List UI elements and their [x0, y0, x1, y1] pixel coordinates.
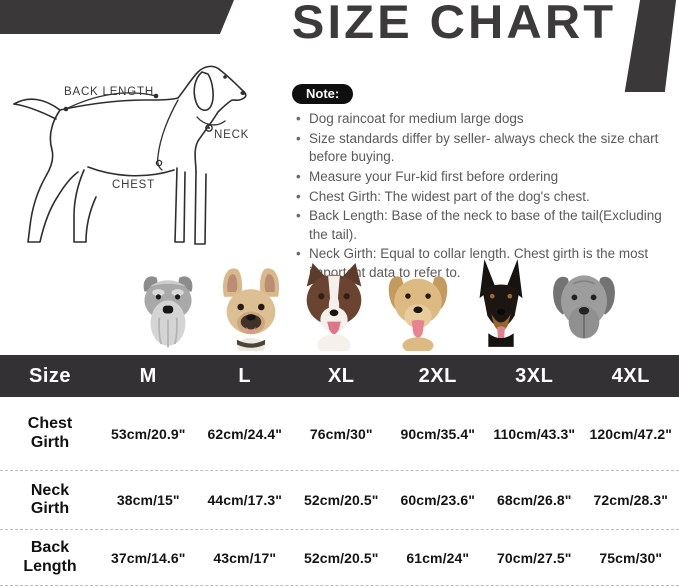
- dog-photo-great-dane: [553, 275, 615, 339]
- row-label: Back Length: [23, 539, 77, 575]
- neck-label: NECK: [214, 129, 249, 141]
- header-ribbon-left: [0, 0, 234, 34]
- note-item: Back Length: Base of the neck to base of…: [294, 207, 678, 244]
- dog-nose: [240, 91, 246, 95]
- dog-ear: [193, 71, 214, 111]
- note-list: Dog raincoat for medium large dogs Size …: [294, 110, 678, 283]
- size-col-4xl: 4XL: [611, 364, 650, 387]
- back-length-xl: 52cm/20.5": [303, 549, 379, 566]
- back-length-4xl: 75cm/30": [599, 549, 663, 566]
- size-col-2xl: 2XL: [418, 364, 457, 387]
- chest-girth-3xl: 110cm/43.3": [493, 425, 576, 442]
- dog-photo-french-bulldog: [223, 268, 280, 351]
- neck-girth-xl: 52cm/20.5": [303, 492, 379, 508]
- neck-girth-4xl: 72cm/28.3": [593, 492, 669, 508]
- size-col-3xl: 3XL: [515, 364, 554, 387]
- row-label: Neck Girth: [30, 481, 70, 517]
- dog-photo-schnauzer: [143, 276, 193, 348]
- neck-girth-m: 38cm/15": [116, 492, 180, 508]
- collar-ring: [205, 124, 213, 132]
- back-length-2xl: 61cm/24": [406, 549, 470, 566]
- table-row-chest-girth: Chest Girth 53cm/20.9" 62cm/24.4" 76cm/3…: [0, 397, 679, 470]
- chest-girth-xl: 76cm/30": [309, 425, 373, 442]
- chest-girth-l: 62cm/24.4": [207, 425, 283, 442]
- dog-outline: [13, 65, 247, 173]
- page-title: SIZE CHART: [291, 0, 617, 48]
- size-header-label: Size: [28, 364, 72, 387]
- neck-girth-2xl: 60cm/23.6": [400, 492, 476, 508]
- dog-photo-border-collie: [307, 263, 362, 351]
- neck-girth-3xl: 68cm/26.8": [496, 492, 572, 508]
- dog-photo-doberman: [479, 259, 523, 347]
- size-table: Size M L XL 2XL 3XL 4XL Chest Girth 53cm…: [0, 355, 679, 586]
- size-col-l: L: [238, 364, 252, 387]
- dog-measurement-diagram: BACK LENGTH NECK CHEST: [13, 65, 249, 245]
- note-item: Chest Girth: The widest part of the dog'…: [294, 188, 678, 207]
- size-table-header: Size M L XL 2XL 3XL 4XL: [0, 355, 679, 397]
- note-item: Size standards differ by seller- always …: [294, 130, 678, 167]
- back-length-3xl: 70cm/27.5": [496, 549, 572, 566]
- dog-photos-row: [128, 254, 624, 351]
- note-badge: Note:: [292, 84, 354, 104]
- chest-strap-line: [156, 99, 179, 171]
- chest-label: CHEST: [112, 179, 155, 191]
- size-col-m: M: [139, 364, 157, 387]
- table-row-neck-girth: Neck Girth 38cm/15" 44cm/17.3" 52cm/20.5…: [0, 470, 679, 529]
- chest-girth-2xl: 90cm/35.4": [400, 425, 476, 442]
- size-col-xl: XL: [327, 364, 355, 387]
- chest-girth-4xl: 120cm/47.2": [589, 425, 672, 442]
- back-length-label: BACK LENGTH: [64, 86, 154, 98]
- table-row-back-length: Back Length 37cm/14.6" 43cm/17" 52cm/20.…: [0, 529, 679, 586]
- back-length-m: 37cm/14.6": [110, 549, 186, 566]
- note-item: Dog raincoat for medium large dogs: [294, 110, 678, 129]
- neck-girth-l: 44cm/17.3": [207, 492, 283, 508]
- chest-girth-m: 53cm/20.9": [110, 425, 186, 442]
- row-label: Chest Girth: [27, 415, 73, 451]
- back-length-l: 43cm/17": [213, 549, 277, 566]
- note-section: Note: Dog raincoat for medium large dogs…: [292, 84, 678, 284]
- dog-eye: [223, 75, 227, 79]
- dog-photo-golden-retriever: [388, 276, 447, 351]
- note-item: Measure your Fur-kid first before orderi…: [294, 168, 678, 187]
- back-length-line: [65, 92, 157, 110]
